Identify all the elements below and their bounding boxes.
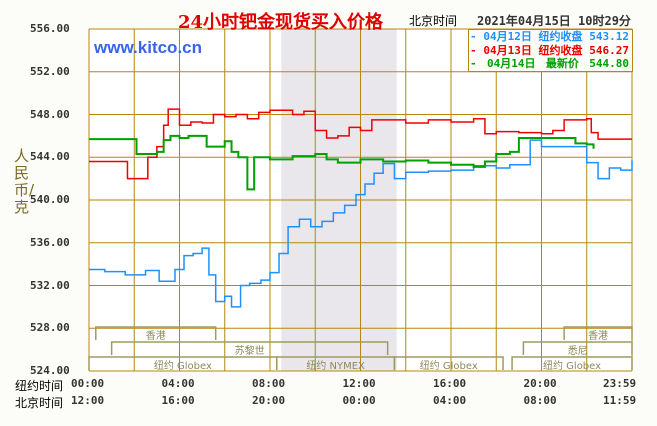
x-tick-label: 16:00 (161, 394, 195, 407)
session-label: 纽约 Globex (153, 361, 212, 372)
x-tick-label: 04:00 (161, 377, 195, 390)
x-tick-label: 12:00 (342, 377, 376, 390)
x-row-label: 纽约时间 (15, 379, 64, 393)
x-tick-label: 11:59 (603, 394, 637, 407)
series-line-04月12日 (89, 139, 633, 308)
legend-date: 04月14日 (487, 57, 536, 70)
session-bar (393, 356, 504, 370)
x-tick-label: 00:00 (71, 377, 105, 390)
legend-date: 04月12日 (483, 30, 532, 43)
session-bar (95, 326, 217, 340)
x-tick-label: 12:00 (71, 394, 105, 407)
series-line-04月14日 (89, 134, 595, 191)
timezone-label: 北京时间 (409, 14, 458, 28)
x-tick-label: 04:00 (433, 394, 467, 407)
session-label: 苏黎世 (234, 346, 265, 357)
x-row-label: 北京时间 (15, 396, 64, 410)
legend-kind: 最新价 (545, 57, 579, 70)
y-tick-label: 540.00 (30, 193, 70, 206)
x-tick-label: 20:00 (252, 394, 286, 407)
session-bar (110, 341, 389, 355)
legend-date: 04月13日 (483, 43, 532, 57)
y-tick-label: 552.00 (30, 64, 70, 78)
y-tick-label: 548.00 (30, 107, 70, 121)
datetime: 2021年04月15日 10时29分 (477, 14, 631, 28)
session-bar (522, 341, 633, 355)
y-tick-label: 524.00 (30, 364, 70, 377)
session-label: 纽约 Globex (542, 361, 602, 372)
legend-value: 546.27 (589, 43, 629, 57)
legend-item: -04月12日 纽约收盘 543.12 (470, 30, 629, 43)
chart-title: 24小时钯金现货买入价格 (178, 12, 384, 33)
session-label: 香港 (145, 331, 166, 342)
y-tick-label: 528.00 (30, 321, 70, 335)
y-axis-label: 人民币/克 (14, 147, 35, 216)
x-tick-label: 23:59 (603, 377, 637, 390)
legend-kind: 纽约收盘 (538, 30, 583, 43)
x-tick-label: 08:00 (252, 377, 286, 390)
y-tick-label: 544.00 (30, 150, 70, 164)
legend-value: 544.80 (589, 57, 629, 70)
legend-kind: 纽约收盘 (538, 43, 583, 57)
x-tick-label: 20:00 (523, 377, 557, 390)
logo[interactable]: www.kitco.cn (94, 38, 203, 57)
x-tick-label: 08:00 (523, 394, 557, 407)
legend-item: -04月14日 最新价 544.80 (470, 57, 629, 70)
y-tick-label: 536.00 (30, 235, 70, 249)
session-label: 纽约 NYMEX (306, 361, 365, 372)
session-label: 纽约 Globex (419, 361, 478, 372)
y-tick-label: 556.00 (30, 22, 70, 35)
legend: -04月12日 纽约收盘 543.12-04月13日 纽约收盘 546.27-04月14… (468, 29, 633, 72)
legend-value: 543.12 (589, 30, 629, 43)
legend-item: -04月13日 纽约收盘 546.27 (470, 43, 629, 57)
series-line-04月13日 (89, 108, 632, 180)
x-tick-label: 16:00 (433, 377, 467, 390)
session-label: 悉尼 (567, 346, 588, 357)
session-bar (563, 326, 633, 340)
session-bar (511, 356, 633, 370)
session-label: 香港 (588, 331, 609, 342)
y-tick-label: 532.00 (30, 278, 70, 292)
x-tick-label: 00:00 (342, 394, 376, 407)
